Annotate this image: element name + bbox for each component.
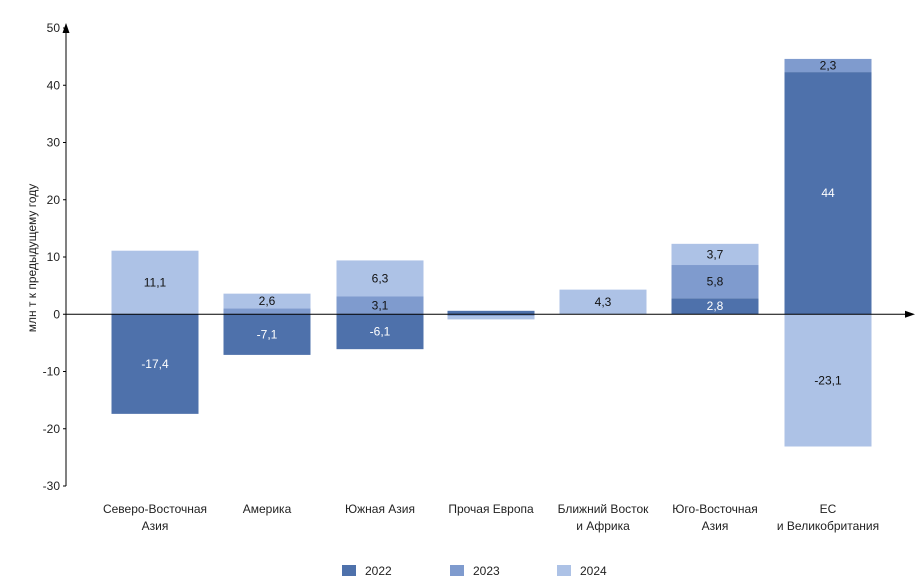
x-category-label-line: Америка: [243, 502, 292, 516]
bar-2-2022: [336, 314, 424, 350]
y-tick-label: 20: [47, 193, 61, 207]
legend-item-2024: 2024: [557, 564, 607, 578]
y-tick-label: 30: [47, 136, 61, 150]
bar-5-2023: [671, 265, 759, 299]
x-axis-arrow: [905, 310, 915, 318]
data-label: 2,3: [820, 58, 837, 72]
y-axis-label: млн т к предыдущему году: [25, 184, 39, 333]
data-label: 5,8: [707, 275, 724, 289]
x-category-label-line: Азия: [702, 519, 729, 533]
legend-label: 2022: [365, 564, 392, 578]
bar-6-2022: [784, 72, 872, 315]
bar-3-2022: [447, 310, 535, 315]
x-category-label: Прочая Европа: [448, 502, 534, 516]
x-category-label: Южная Азия: [345, 502, 415, 516]
legend-label: 2023: [473, 564, 500, 578]
bar-5-2024: [671, 243, 759, 266]
y-tick-label: 40: [47, 78, 61, 92]
y-tick-label: 50: [47, 21, 61, 35]
x-category-label: Америка: [243, 502, 292, 516]
y-tick-label: 10: [47, 250, 61, 264]
bar-3-2024: [447, 315, 535, 320]
bar-5-2022: [671, 298, 759, 315]
legend-swatch: [557, 565, 571, 576]
data-label: 11,1: [144, 275, 167, 289]
bar-6-2023: [784, 58, 872, 73]
y-tick-label: 0: [53, 307, 60, 321]
labels-group: -17,4 11,1 -7,1 2,6 -6,1 3,1 6,3 4,3 2,8 5,8 3,7 44…: [141, 58, 842, 387]
bar-3-2023: [447, 314, 535, 316]
data-label: 4,3: [595, 295, 612, 309]
legend-item-2022: 2022: [342, 564, 392, 578]
x-category-label-line: Прочая Европа: [448, 502, 534, 516]
x-category-label: Юго-Восточная Азия: [672, 502, 757, 533]
x-category-label-line: Юго-Восточная: [672, 502, 757, 516]
bar-1-2023: [223, 308, 311, 315]
data-label: 3,1: [372, 298, 389, 312]
x-category-label-line: Ближний Восток: [558, 502, 650, 516]
data-label: 44: [821, 186, 835, 200]
bar-2-2023: [336, 296, 424, 315]
y-tick-label: -30: [43, 479, 61, 493]
data-label: 3,7: [707, 247, 724, 261]
x-category-label-line: и Африка: [576, 519, 630, 533]
legend-label: 2024: [580, 564, 607, 578]
x-category-label-line: Северо-Восточная: [103, 502, 207, 516]
bar-6-2024: [784, 314, 872, 447]
legend: 2022 2023 2024: [342, 564, 607, 578]
bars-group: [111, 58, 872, 447]
bar-1-2022: [223, 314, 311, 355]
x-category-label-line: и Великобритания: [777, 519, 879, 533]
x-category-label: Ближний Восток и Африка: [558, 502, 650, 533]
x-category-label: ЕС и Великобритания: [777, 502, 879, 533]
axes-group: 50 40 30 20 10 0 -10 -20 -30 Северо-Восточная Азия…: [43, 21, 915, 533]
legend-item-2023: 2023: [450, 564, 500, 578]
bar-2-2024: [336, 260, 424, 297]
y-tick-label: -10: [43, 365, 61, 379]
bar-4-2024: [559, 289, 647, 315]
y-tick-label: -20: [43, 422, 61, 436]
data-label: 2,6: [259, 294, 276, 308]
data-label: 6,3: [372, 271, 389, 285]
bar-0-2024: [111, 250, 199, 315]
data-label: -6,1: [370, 325, 391, 339]
legend-swatch: [450, 565, 464, 576]
x-category-label-line: ЕС: [820, 502, 837, 516]
bar-1-2024: [223, 293, 311, 309]
x-category-label: Северо-Восточная Азия: [103, 502, 207, 533]
legend-swatch: [342, 565, 356, 576]
data-label: -17,4: [141, 357, 169, 371]
data-label: 2,8: [707, 299, 724, 313]
x-category-label-line: Южная Азия: [345, 502, 415, 516]
data-label: -23,1: [814, 373, 842, 387]
data-label: -7,1: [257, 328, 278, 342]
x-category-label-line: Азия: [142, 519, 169, 533]
bar-0-2022: [111, 314, 199, 414]
